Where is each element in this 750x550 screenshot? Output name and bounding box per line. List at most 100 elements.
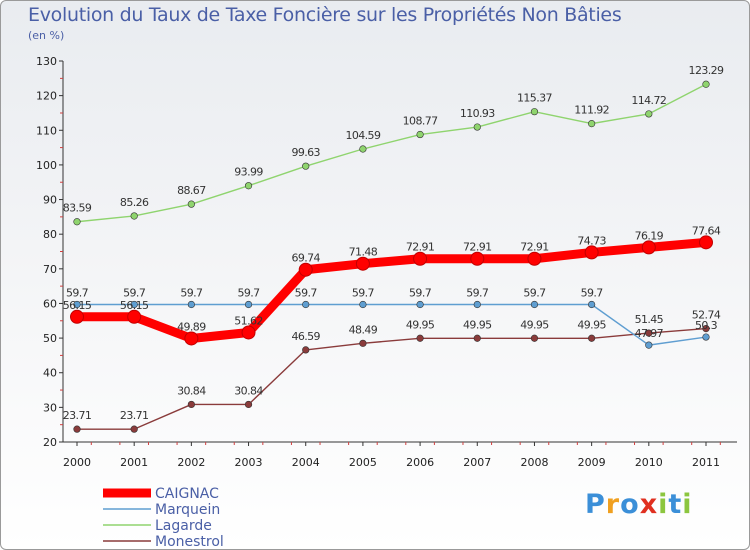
series-line-monestrol: [76, 327, 707, 430]
y-tick-label: 120: [36, 90, 57, 103]
data-point-monestrol: [416, 334, 424, 342]
x-tick-label: 2010: [635, 456, 663, 469]
data-point-lagarde: [702, 80, 710, 88]
y-tick-label: 110: [36, 124, 57, 137]
data-point-lagarde: [530, 108, 539, 116]
data-label-marquein: 59.7: [123, 286, 146, 299]
data-label-caignac: 72.91: [406, 241, 435, 254]
data-point-monestrol: [359, 339, 367, 347]
legend-label-lagarde: Lagarde: [155, 518, 212, 534]
legend-label-caignac: CAIGNAC: [155, 486, 219, 502]
data-label-lagarde: 108.77: [403, 115, 438, 128]
data-label-caignac: 56.15: [120, 299, 149, 312]
data-label-marquein: 59.7: [581, 286, 604, 299]
data-label-marquein: 59.7: [352, 286, 375, 299]
data-point-lagarde: [416, 130, 424, 139]
data-point-monestrol: [130, 425, 138, 433]
chart-title: Evolution du Taux de Taxe Foncière sur l…: [28, 4, 622, 26]
data-point-marquein: [530, 300, 539, 309]
data-label-monestrol: 49.95: [520, 318, 549, 331]
data-point-monestrol: [530, 334, 539, 342]
data-point-lagarde: [588, 120, 596, 128]
data-label-marquein: 59.7: [409, 286, 432, 299]
data-point-marquein: [73, 300, 81, 309]
y-tick-label: 70: [43, 263, 57, 276]
series-line-lagarde: [76, 83, 707, 223]
y-tick-label: 130: [36, 55, 57, 68]
data-point-caignac: [699, 235, 713, 250]
x-tick-label: 2006: [406, 456, 434, 469]
logo-letter: i: [682, 489, 693, 520]
data-label-monestrol: 51.45: [635, 313, 664, 326]
data-point-monestrol: [302, 346, 310, 354]
data-point-lagarde: [645, 110, 653, 118]
y-tick-label: 60: [43, 297, 57, 310]
data-label-caignac: 71.48: [349, 246, 378, 259]
data-point-lagarde: [187, 200, 195, 208]
x-tick-label: 2011: [692, 456, 720, 469]
data-point-caignac: [470, 251, 485, 266]
data-label-monestrol: 49.95: [577, 318, 606, 331]
data-label-monestrol: 23.71: [63, 409, 92, 422]
data-point-marquein: [359, 300, 367, 309]
y-tick-label: 90: [43, 194, 57, 207]
data-point-lagarde: [302, 162, 310, 170]
y-tick-label: 40: [43, 367, 57, 380]
data-label-caignac: 51.62: [234, 314, 263, 327]
data-label-caignac: 72.91: [463, 241, 492, 254]
data-point-caignac: [184, 331, 199, 346]
x-tick-label: 2004: [292, 456, 320, 469]
x-tick-label: 2008: [520, 456, 548, 469]
data-point-caignac: [298, 262, 313, 277]
data-label-caignac: 49.89: [177, 320, 206, 333]
data-label-monestrol: 30.84: [234, 384, 263, 397]
data-label-lagarde: 104.59: [345, 129, 380, 142]
data-label-marquein: 47.97: [635, 327, 664, 340]
data-label-lagarde: 115.37: [517, 92, 552, 105]
data-label-marquein: 59.7: [466, 286, 489, 299]
data-point-caignac: [584, 245, 599, 260]
data-label-caignac: 77.64: [692, 224, 721, 237]
y-tick-label: 80: [43, 228, 57, 241]
data-label-marquein: 50.3: [695, 319, 718, 332]
data-point-caignac: [127, 309, 142, 324]
x-tick-label: 2002: [177, 456, 205, 469]
data-point-marquein: [416, 300, 424, 309]
data-point-caignac: [413, 251, 428, 266]
logo-letter: i: [658, 489, 669, 520]
x-tick-label: 2007: [463, 456, 491, 469]
data-point-caignac: [70, 309, 84, 324]
data-label-lagarde: 111.92: [574, 104, 609, 117]
logo-letter: o: [620, 489, 640, 520]
legend-label-monestrol: Monestrol: [155, 534, 224, 550]
data-point-marquein: [244, 300, 253, 309]
y-tick-label: 50: [43, 332, 57, 345]
data-point-caignac: [241, 325, 256, 340]
data-label-marquein: 59.7: [180, 286, 203, 299]
logo-letter: x: [639, 489, 659, 520]
data-label-lagarde: 110.93: [460, 107, 495, 120]
data-label-marquein: 59.7: [237, 286, 260, 299]
data-label-lagarde: 83.59: [63, 202, 92, 215]
data-label-monestrol: 23.71: [120, 409, 149, 422]
series-line-caignac: [72, 237, 711, 343]
data-label-monestrol: 30.84: [177, 384, 206, 397]
data-point-marquein: [302, 300, 310, 309]
data-label-lagarde: 114.72: [631, 94, 666, 107]
data-label-caignac: 69.74: [291, 252, 320, 265]
data-label-caignac: 72.91: [520, 241, 549, 254]
x-tick-label: 2005: [349, 456, 377, 469]
series-line-marquein: [76, 303, 707, 346]
data-point-marquein: [187, 300, 195, 309]
data-label-marquein: 59.7: [523, 286, 546, 299]
data-point-caignac: [527, 251, 542, 266]
data-point-lagarde: [244, 182, 253, 190]
y-axis-unit: (en %): [28, 29, 65, 42]
x-tick-label: 2001: [120, 456, 148, 469]
data-label-monestrol: 46.59: [291, 330, 320, 343]
x-tick-label: 2000: [63, 456, 91, 469]
data-point-marquein: [588, 300, 596, 309]
data-label-lagarde: 123.29: [689, 64, 724, 77]
y-tick-label: 100: [36, 159, 57, 172]
